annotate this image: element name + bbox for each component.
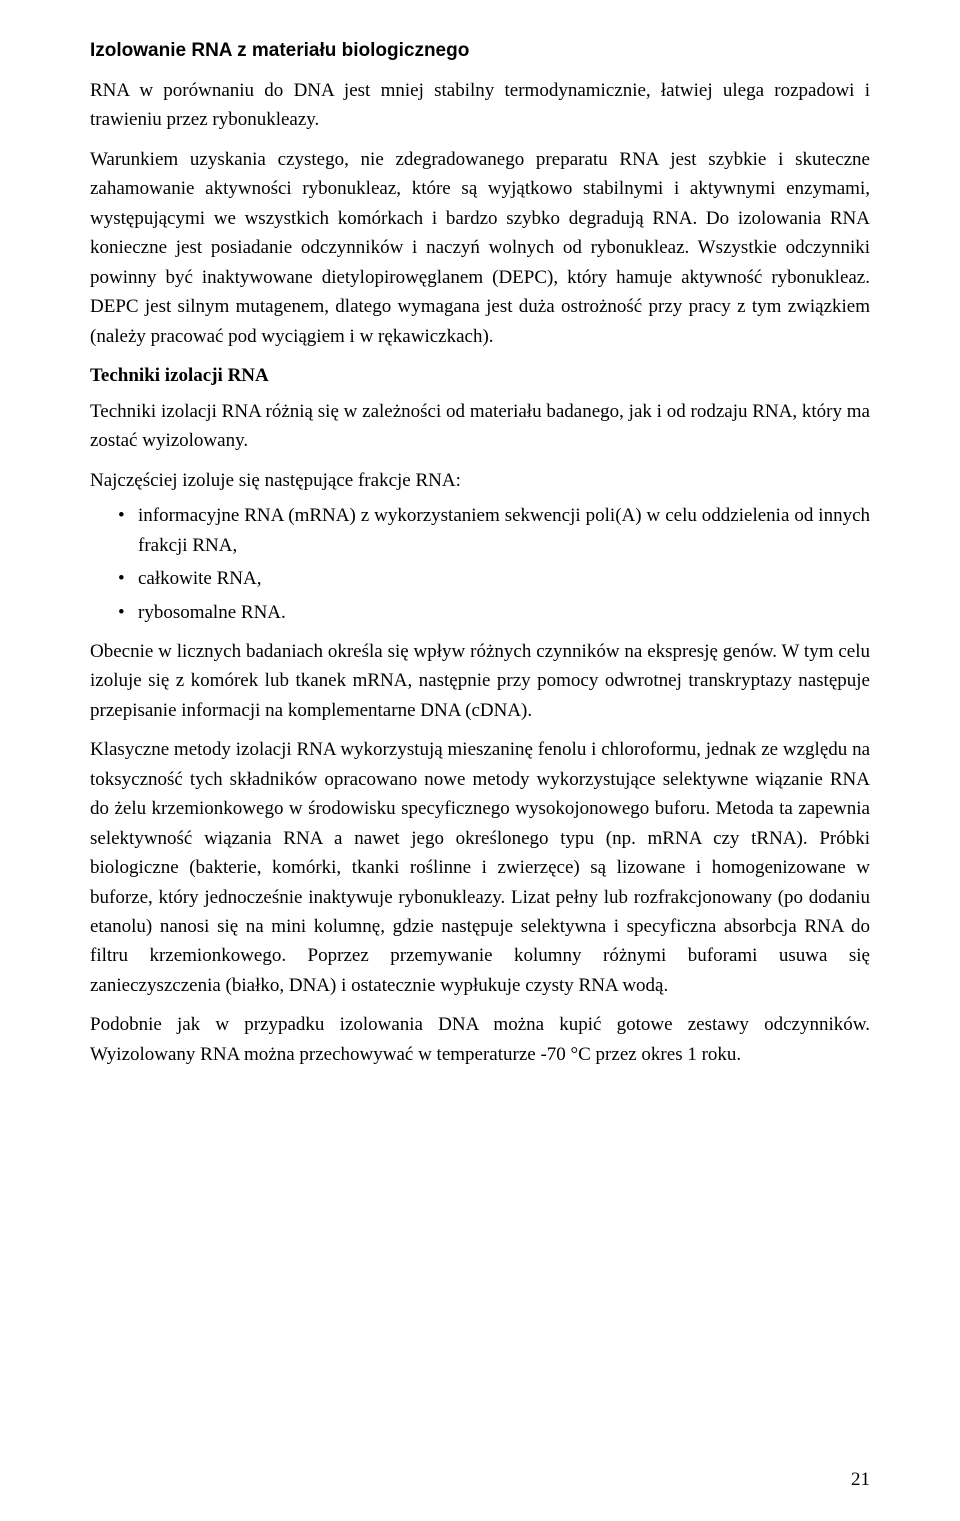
paragraph-tech-3: Obecnie w licznych badaniach określa się…	[90, 637, 870, 725]
page-number: 21	[851, 1469, 870, 1491]
list-item: całkowite RNA,	[118, 564, 870, 593]
list-item: rybosomalne RNA.	[118, 598, 870, 627]
paragraph-tech-1: Techniki izolacji RNA różnią się w zależ…	[90, 397, 870, 456]
section-heading-isolation: Izolowanie RNA z materiału biologicznego	[90, 40, 870, 62]
paragraph-tech-4: Klasyczne metody izolacji RNA wykorzystu…	[90, 735, 870, 1000]
list-item: informacyjne RNA (mRNA) z wykorzystaniem…	[118, 501, 870, 560]
document-page: Izolowanie RNA z materiału biologicznego…	[0, 0, 960, 1521]
paragraph-intro-2: Warunkiem uzyskania czystego, nie zdegra…	[90, 145, 870, 351]
section-heading-techniques: Techniki izolacji RNA	[90, 365, 870, 387]
paragraph-tech-2: Najczęściej izoluje się następujące frak…	[90, 466, 870, 495]
fraction-list: informacyjne RNA (mRNA) z wykorzystaniem…	[90, 501, 870, 627]
paragraph-tech-5: Podobnie jak w przypadku izolowania DNA …	[90, 1010, 870, 1069]
paragraph-intro-1: RNA w porównaniu do DNA jest mniej stabi…	[90, 76, 870, 135]
